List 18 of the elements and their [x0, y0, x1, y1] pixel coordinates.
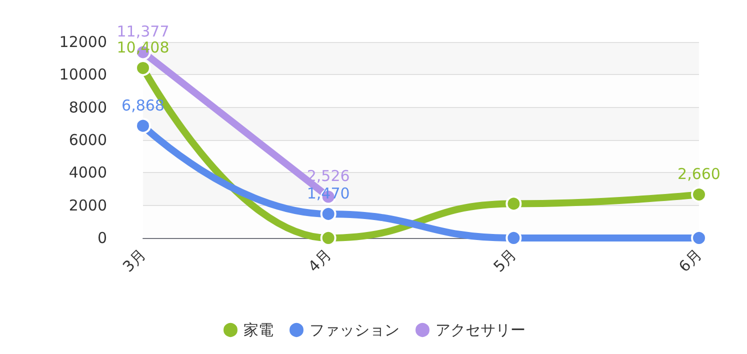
y-tick-label: 10000	[59, 66, 107, 84]
x-tick-label: 3月	[119, 246, 150, 276]
y-tick-label: 12000	[59, 33, 107, 51]
data-label: 10,408	[116, 38, 170, 57]
x-tick-label: 4月	[304, 246, 335, 276]
x-tick-label: 5月	[490, 246, 520, 276]
y-tick-label: 4000	[68, 164, 107, 182]
y-tick-label: 0	[97, 229, 107, 247]
data-label: 2,660	[678, 165, 720, 184]
y-tick-label: 2000	[68, 196, 107, 214]
legend-label: ファッション	[310, 321, 400, 339]
legend-label: アクセサリー	[436, 321, 526, 339]
y-tick-label: 8000	[68, 98, 107, 116]
legend-label: 家電	[244, 321, 274, 339]
y-tick-label: 6000	[68, 131, 107, 149]
x-tick-label: 6月	[675, 246, 706, 276]
data-label: 11,377	[116, 22, 170, 41]
data-label: 6,868	[122, 96, 164, 114]
